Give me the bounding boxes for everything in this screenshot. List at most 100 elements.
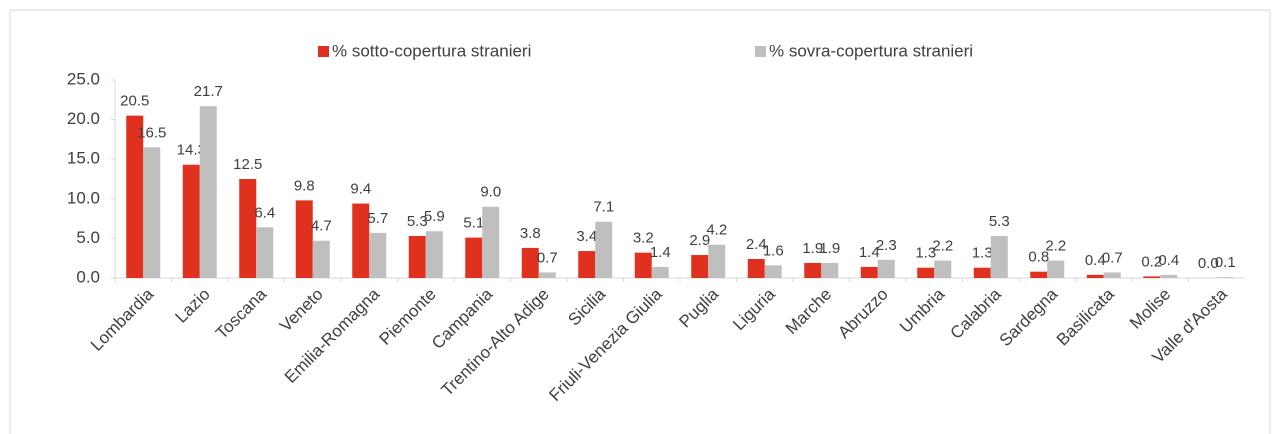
bar	[425, 231, 443, 278]
value-label: 14.3	[177, 142, 206, 159]
value-label: 1.6	[763, 242, 784, 259]
bar	[821, 262, 839, 278]
bar	[595, 221, 613, 278]
value-label: 0.8	[1028, 249, 1049, 266]
value-label: 1.4	[859, 244, 880, 261]
value-label: 0.0	[1198, 255, 1219, 272]
bar	[1047, 260, 1065, 278]
value-label: 9.0	[480, 184, 501, 201]
value-label: 5.9	[424, 208, 445, 225]
bar	[465, 237, 483, 278]
value-label: 3.8	[520, 225, 541, 242]
value-label: 4.7	[311, 218, 332, 235]
bar	[312, 240, 330, 278]
value-label: 6.4	[254, 204, 275, 221]
bar	[691, 255, 709, 278]
y-tick-label: 0.0	[76, 267, 100, 286]
value-label: 1.3	[915, 245, 936, 262]
y-tick-label: 25.0	[67, 69, 100, 88]
value-label: 2.2	[1045, 238, 1066, 255]
y-tick-label: 15.0	[67, 149, 100, 168]
x-tick-label: Puglia	[675, 284, 722, 331]
value-label: 0.4	[1158, 252, 1179, 269]
value-label: 0.1	[1215, 254, 1236, 271]
bar	[369, 232, 387, 278]
bar	[1103, 272, 1121, 278]
x-tick-label: Basilicata	[1053, 284, 1118, 349]
x-tick-label: Sardegna	[996, 284, 1062, 350]
x-tick-label: Emilia-Romagna	[281, 284, 384, 387]
value-label: 0.2	[1141, 253, 1162, 270]
legend-label: % sotto-copertura stranieri	[332, 41, 531, 60]
value-label: 1.3	[972, 245, 993, 262]
bar	[538, 272, 556, 278]
value-label: 12.5	[233, 156, 262, 173]
bar	[1030, 271, 1048, 278]
x-tick-label: Toscana	[212, 284, 271, 343]
bar	[917, 267, 935, 278]
bar	[126, 115, 144, 278]
bar	[804, 262, 822, 278]
bar	[256, 227, 274, 278]
value-label: 5.7	[367, 210, 388, 227]
bar	[182, 164, 200, 278]
bar	[199, 106, 217, 278]
x-tick-label: Trentino-Alto Adige	[438, 285, 553, 400]
value-label: 2.9	[689, 232, 710, 249]
bar	[1143, 276, 1161, 278]
value-label: 7.1	[593, 199, 614, 216]
value-label: 2.2	[932, 238, 953, 255]
bar	[578, 251, 596, 278]
bar	[990, 236, 1008, 278]
value-label: 3.4	[576, 228, 597, 245]
value-label: 9.4	[350, 181, 371, 198]
value-label: 4.2	[706, 222, 727, 239]
bar	[1086, 274, 1104, 278]
value-label: 0.7	[1102, 249, 1123, 266]
bar	[143, 147, 161, 278]
value-label: 0.7	[537, 249, 558, 266]
value-label: 5.3	[989, 213, 1010, 230]
x-tick-label: Veneto	[276, 285, 327, 336]
value-label: 3.2	[633, 230, 654, 247]
value-label: 1.9	[802, 240, 823, 257]
y-tick-label: 20.0	[67, 109, 100, 128]
bar	[973, 267, 991, 278]
x-tick-label: Lazio	[172, 285, 214, 327]
bar	[408, 236, 426, 278]
value-label: 2.4	[746, 236, 767, 253]
x-tick-label: Umbria	[896, 284, 949, 337]
x-tick-label: Friuli-Venezia Giulia	[545, 284, 666, 405]
value-label: 5.3	[407, 213, 428, 230]
bar	[1160, 274, 1178, 278]
value-label: 21.7	[194, 83, 223, 100]
value-label: 1.4	[650, 244, 671, 261]
legend-label: % sovra-copertura stranieri	[769, 41, 973, 60]
bar	[860, 266, 878, 278]
x-tick-label: Sicilia	[564, 284, 609, 329]
bar	[482, 206, 500, 278]
bar	[934, 260, 952, 278]
chart-border	[9, 9, 1271, 434]
bar	[747, 258, 765, 278]
y-tick-label: 10.0	[67, 188, 100, 207]
x-tick-label: Abruzzo	[834, 285, 892, 343]
x-tick-label: Marche	[782, 285, 836, 339]
value-label: 16.5	[137, 124, 166, 141]
bar	[239, 179, 257, 278]
value-label: 5.1	[463, 215, 484, 232]
bar	[764, 265, 782, 278]
value-label: 20.5	[120, 93, 149, 110]
bar	[352, 203, 370, 278]
bar	[634, 252, 652, 278]
x-tick-label: Lombardia	[87, 284, 158, 355]
legend-swatch	[318, 46, 329, 57]
value-label: 2.3	[876, 237, 897, 254]
bar	[521, 247, 539, 278]
bar	[1216, 277, 1234, 278]
legend-swatch	[755, 46, 766, 57]
x-tick-label: Molise	[1126, 285, 1174, 333]
bar	[877, 259, 895, 278]
value-label: 1.9	[819, 240, 840, 257]
